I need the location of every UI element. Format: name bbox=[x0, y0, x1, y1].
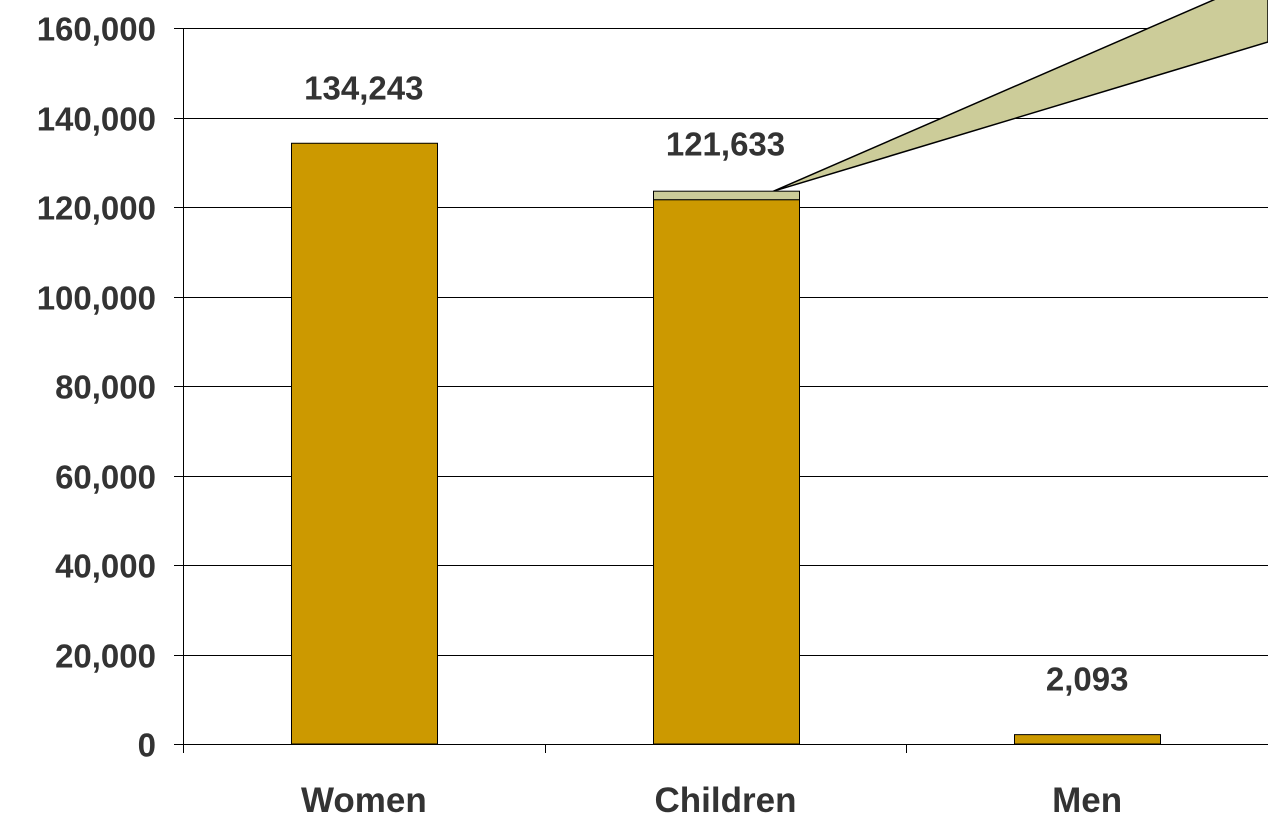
bar-children bbox=[653, 199, 800, 745]
callout bbox=[772, 0, 1268, 192]
y-tick-label: 120,000 bbox=[37, 190, 156, 227]
x-category-label: Men bbox=[1052, 781, 1122, 818]
y-tick-label: 0 bbox=[138, 727, 156, 764]
data-label: 2,093 bbox=[1046, 661, 1129, 698]
x-category-label: Children bbox=[655, 781, 797, 818]
y-tick-label: 100,000 bbox=[37, 280, 156, 317]
data-label: 134,243 bbox=[304, 69, 423, 106]
callout-wedge bbox=[772, 0, 1268, 192]
y-tick-label: 140,000 bbox=[37, 101, 156, 138]
y-tick-label: 80,000 bbox=[55, 369, 156, 406]
bar-men bbox=[1014, 734, 1161, 745]
x-category-label: Women bbox=[301, 781, 427, 818]
y-tick-label: 20,000 bbox=[55, 638, 156, 675]
bars bbox=[291, 142, 1161, 745]
data-label: 121,633 bbox=[666, 126, 785, 163]
bar-women bbox=[291, 142, 438, 745]
bar-segment-children bbox=[653, 190, 800, 201]
labels: 0 20,000 40,000 60,000 80,000 100,000 120,000 1… bbox=[37, 11, 1129, 818]
axes bbox=[174, 28, 1268, 753]
y-tick-label: 60,000 bbox=[55, 459, 156, 496]
y-tick-label: 40,000 bbox=[55, 548, 156, 585]
y-tick-label: 160,000 bbox=[37, 11, 156, 48]
